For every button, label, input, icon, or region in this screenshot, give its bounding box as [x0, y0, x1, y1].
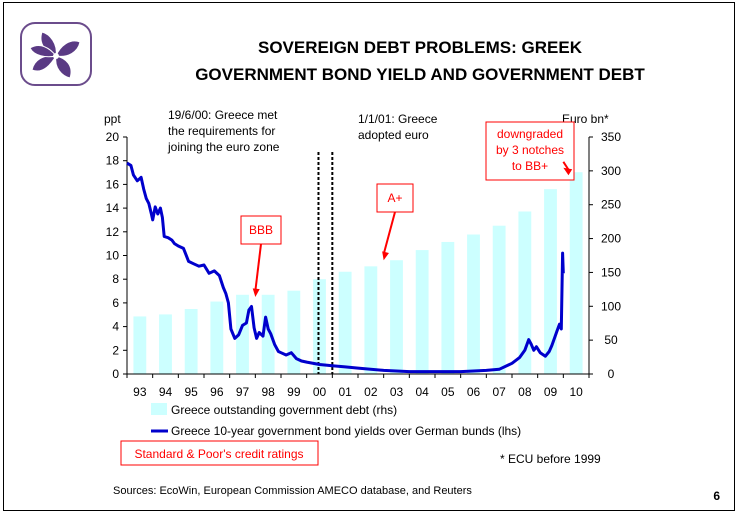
left-tick-label: 10 — [106, 249, 120, 263]
right-tick-label: 150 — [601, 265, 621, 279]
rating-arrowhead — [252, 288, 260, 297]
x-tick-label: 95 — [184, 385, 198, 399]
debt-bar — [492, 225, 506, 374]
yleft-axis-label: ppt — [104, 112, 121, 126]
right-tick-label: 300 — [601, 164, 621, 178]
x-tick-label: 06 — [467, 385, 481, 399]
legend-swatch-debt — [151, 403, 167, 415]
debt-bar — [236, 294, 249, 374]
x-tick-label: 99 — [287, 385, 301, 399]
left-tick-label: 12 — [106, 225, 120, 239]
debt-bar — [159, 314, 172, 374]
x-tick-label: 03 — [390, 385, 404, 399]
x-tick-label: 93 — [133, 385, 147, 399]
right-tick-label: 200 — [601, 232, 621, 246]
left-tick-label: 14 — [106, 201, 120, 215]
x-tick-label: 04 — [415, 385, 429, 399]
rating-label: downgraded — [497, 127, 563, 141]
left-tick-label: 0 — [112, 367, 119, 381]
debt-bar — [544, 189, 557, 374]
debt-bar — [338, 271, 352, 374]
debt-bar — [184, 308, 198, 374]
right-tick-label: 250 — [601, 198, 621, 212]
event-label-euro-zone: 19/6/00: Greece met — [168, 108, 278, 122]
bond-yield-line — [126, 161, 565, 374]
x-tick-label: 07 — [492, 385, 506, 399]
bauhinia-flower-icon — [20, 22, 92, 86]
x-tick-label: 97 — [236, 385, 250, 399]
x-tick-label: 00 — [313, 385, 327, 399]
x-tick-label: 02 — [364, 385, 378, 399]
debt-bar — [518, 211, 532, 374]
rating-arrowhead — [563, 167, 573, 176]
sp-ratings-box — [120, 440, 319, 466]
legend-label-yield: Greece 10-year government bond yields ov… — [171, 424, 521, 438]
debt-bar — [467, 234, 480, 374]
rating-arrow — [254, 243, 262, 292]
chart-title-line2: GOVERNMENT BOND YIELD AND GOVERNMENT DEB… — [195, 65, 645, 84]
rating-label: BBB — [249, 223, 273, 237]
debt-bar — [569, 172, 583, 374]
debt-bar — [390, 260, 403, 374]
logo — [20, 22, 92, 86]
rating-arrow — [382, 211, 396, 255]
debt-bar — [133, 316, 147, 374]
debt-bar — [441, 241, 455, 374]
x-tick-label: 08 — [518, 385, 532, 399]
rating-arrowhead — [382, 251, 389, 261]
x-tick-label: 10 — [569, 385, 583, 399]
left-tick-label: 4 — [112, 320, 119, 334]
rating-box — [376, 183, 414, 213]
event-label-euro-adoption: 1/1/01: Greece — [358, 112, 438, 126]
x-tick-label: 94 — [159, 385, 173, 399]
debt-bar — [261, 294, 275, 374]
x-tick-label: 96 — [210, 385, 224, 399]
left-tick-label: 20 — [106, 130, 120, 144]
debt-bar — [210, 301, 224, 374]
debt-bar — [415, 250, 429, 374]
rating-label: by 3 notches — [496, 143, 564, 157]
x-tick-label: 01 — [338, 385, 352, 399]
rating-box — [240, 215, 282, 245]
ecu-note: * ECU before 1999 — [500, 452, 601, 466]
event-label-euro-zone: the requirements for — [168, 124, 275, 138]
right-tick-label: 100 — [601, 299, 621, 313]
x-tick-label: 09 — [544, 385, 558, 399]
debt-bar — [287, 290, 301, 374]
event-label-euro-adoption: adopted euro — [358, 128, 429, 142]
rating-label: A+ — [387, 191, 402, 205]
sp-ratings-label: Standard & Poor's credit ratings — [134, 447, 303, 461]
left-tick-label: 8 — [112, 272, 119, 286]
x-tick-label: 05 — [441, 385, 455, 399]
right-tick-label: 0 — [608, 367, 615, 381]
legend-label-debt: Greece outstanding government debt (rhs) — [171, 403, 397, 417]
chart-title-line1: SOVEREIGN DEBT PROBLEMS: GREEK — [258, 38, 582, 57]
sources-note: Sources: EcoWin, European Commission AME… — [113, 485, 472, 497]
left-tick-label: 18 — [106, 154, 120, 168]
left-tick-label: 2 — [112, 343, 119, 357]
right-tick-label: 350 — [601, 130, 621, 144]
page-number: 6 — [713, 489, 720, 503]
slide-frame — [3, 2, 735, 511]
x-tick-label: 98 — [261, 385, 275, 399]
debt-bar — [364, 266, 378, 374]
left-tick-label: 16 — [106, 177, 120, 191]
rating-label: to BB+ — [512, 159, 548, 173]
left-tick-label: 6 — [112, 296, 119, 310]
debt-bar — [313, 279, 326, 374]
right-tick-label: 50 — [604, 333, 618, 347]
rating-box — [485, 121, 575, 181]
event-label-euro-zone: joining the euro zone — [167, 140, 280, 154]
